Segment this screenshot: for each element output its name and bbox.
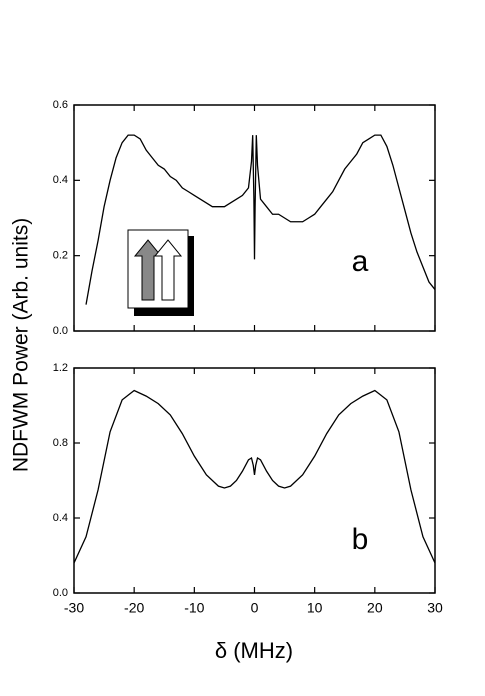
x-tick-label: -20 (124, 600, 144, 616)
panel-label: b (352, 523, 369, 556)
y-tick-label: 0.0 (53, 587, 68, 599)
y-tick-label: 0.4 (53, 174, 68, 186)
x-tick-label: 0 (251, 600, 259, 616)
y-tick-label: 0.4 (53, 512, 68, 524)
x-tick-label: 20 (367, 600, 383, 616)
y-axis-label: NDFWM Power (Arb. units) (10, 218, 33, 472)
x-tick-label: -30 (64, 600, 84, 616)
panel: 0.0 0.4 0.8 1.2 -30 -20 -10 0 10 20 30 (53, 362, 443, 616)
x-tick-label: 10 (307, 600, 323, 616)
panel: 0.0 0.2 0.4 0.6 (53, 99, 436, 337)
plot-frame (73, 367, 436, 594)
x-tick-label: -10 (184, 600, 204, 616)
data-line (73, 389, 436, 564)
y-tick-label: 0.2 (53, 250, 68, 262)
x-tick-label: 30 (427, 600, 443, 616)
data-line (85, 134, 436, 305)
y-tick-label: 0.6 (53, 99, 68, 111)
y-tick-label: 1.2 (53, 362, 68, 374)
inset-icon (127, 229, 194, 316)
x-axis-label: δ (MHz) (215, 638, 293, 663)
y-tick-label: 0.0 (53, 325, 68, 337)
y-tick-label: 0.8 (53, 437, 68, 449)
panel-label: a (352, 245, 369, 278)
